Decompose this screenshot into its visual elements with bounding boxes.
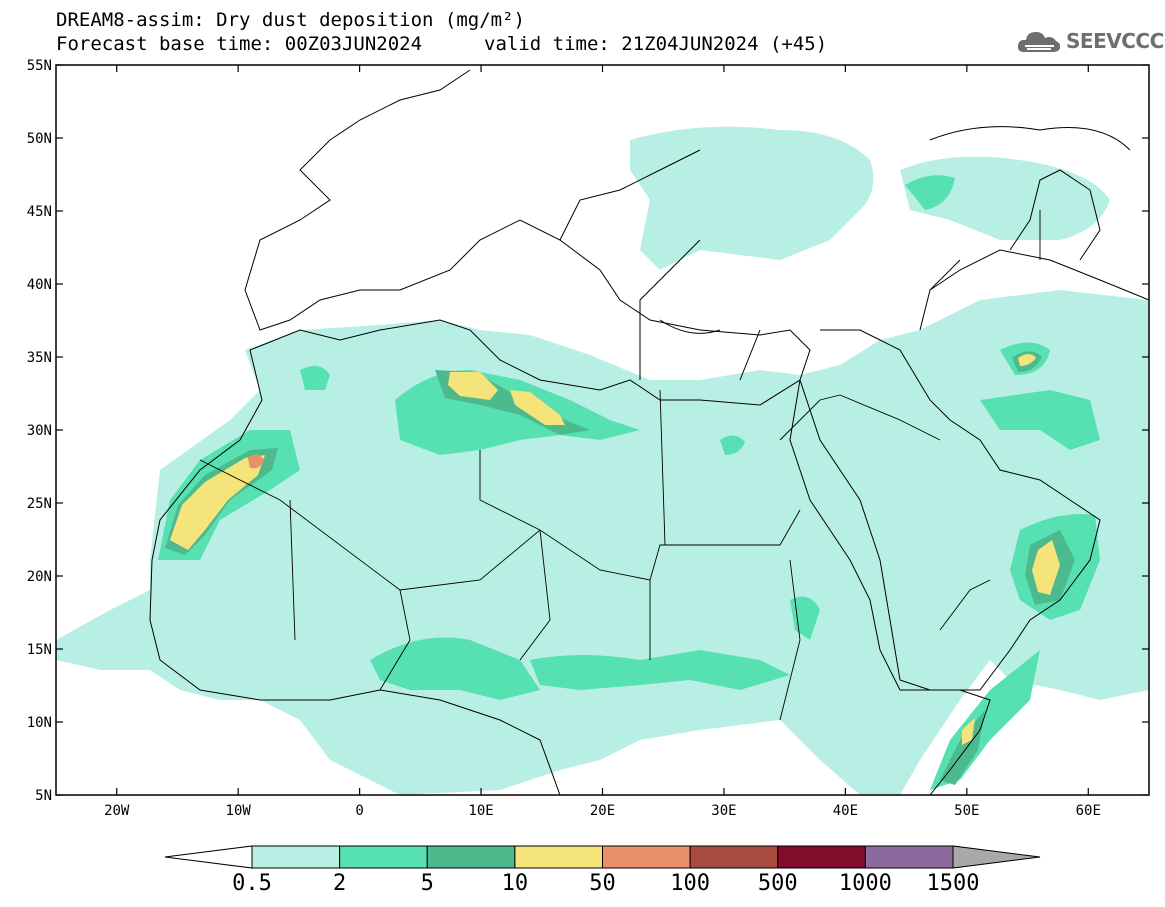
colorbar-label: 500 <box>758 871 798 896</box>
lat-tick-label: 40N <box>27 277 52 293</box>
cloud-logo-icon <box>1017 32 1061 52</box>
country-borders <box>199 210 1041 721</box>
lat-tick-label: 45N <box>27 204 52 220</box>
map-title: DREAM8-assim: Dry dust deposition (mg/m²… <box>56 9 525 31</box>
forecast-base-time: Forecast base time: 00Z03JUN2024 <box>56 33 423 55</box>
lat-tick-label: 10N <box>27 715 52 731</box>
seevccc-logo: SEEVCCC <box>1016 24 1164 58</box>
lat-tick-label: 55N <box>27 58 52 74</box>
lon-tick-label: 0 <box>355 803 363 819</box>
lon-tick-label: 30E <box>711 803 736 819</box>
colorbar-segment <box>864 845 954 869</box>
colorbar-segment <box>777 845 866 869</box>
dust-level-1 <box>56 126 1149 795</box>
logo-text: SEEVCCC <box>1066 29 1164 53</box>
colorbar-segment <box>514 845 603 869</box>
colorbar-segment <box>689 845 779 869</box>
lon-tick-label: 20E <box>590 803 615 819</box>
latitude-axis: 55N 50N 45N 40N 35N 30N 25N 20N 15N 10N 5N <box>27 58 1149 804</box>
lat-tick-label: 50N <box>27 131 52 147</box>
lat-tick-label: 5N <box>35 788 52 804</box>
dust-field <box>56 126 1149 795</box>
colorbar-over-arrow <box>952 845 1041 869</box>
lon-tick-label: 60E <box>1076 803 1101 819</box>
colorbar-label: 50 <box>589 871 616 896</box>
lat-tick-label: 30N <box>27 423 52 439</box>
colorbar-label: 5 <box>421 871 434 896</box>
lat-tick-label: 35N <box>27 350 52 366</box>
coastlines <box>149 69 1149 795</box>
colorbar-label: 10 <box>502 871 529 896</box>
colorbar: 0.5 2 5 10 50 100 500 1000 1500 <box>164 845 1041 896</box>
colorbar-segment <box>339 845 428 869</box>
colorbar-under-arrow <box>164 845 253 869</box>
colorbar-label: 0.5 <box>232 871 272 896</box>
lon-tick-label: 10E <box>468 803 493 819</box>
lat-tick-label: 25N <box>27 496 52 512</box>
colorbar-segment <box>251 845 341 869</box>
longitude-axis: 20W 10W 0 10E 20E 30E 40E 50E 60E <box>104 65 1101 819</box>
colorbar-label: 1000 <box>839 871 892 896</box>
dust-level-5 <box>248 454 264 469</box>
colorbar-label: 100 <box>670 871 710 896</box>
colorbar-label: 1500 <box>927 871 980 896</box>
lon-tick-label: 50E <box>954 803 979 819</box>
colorbar-segment <box>602 845 691 869</box>
lat-tick-label: 15N <box>27 642 52 658</box>
lon-tick-label: 20W <box>104 803 130 819</box>
valid-time: valid time: 21Z04JUN2024 (+45) <box>484 33 828 55</box>
colorbar-segment <box>426 845 516 869</box>
lat-tick-label: 20N <box>27 569 52 585</box>
colorbar-label: 2 <box>333 871 346 896</box>
lon-tick-label: 40E <box>833 803 858 819</box>
dust-level-4 <box>170 354 1060 745</box>
lon-tick-label: 10W <box>226 803 252 819</box>
